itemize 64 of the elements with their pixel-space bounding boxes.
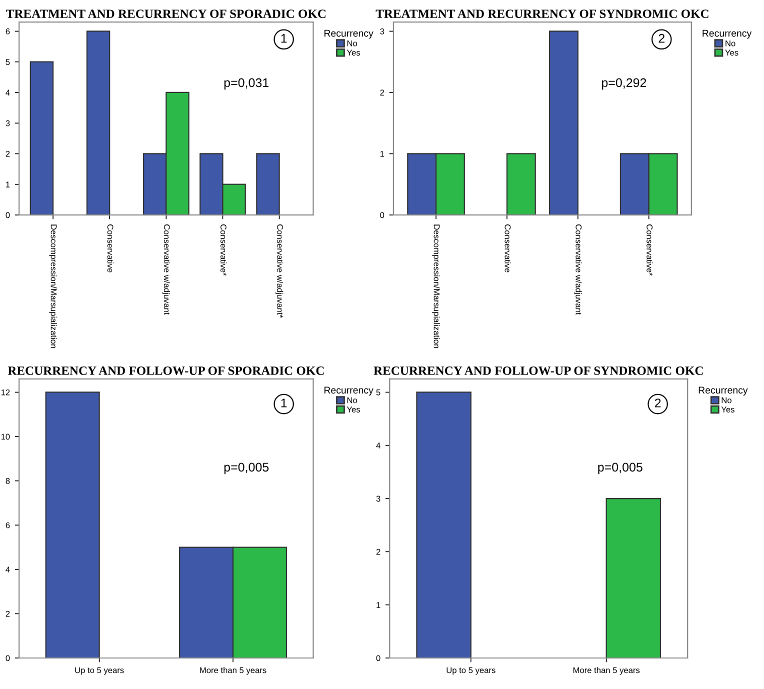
x-tick-label: Descompression/Marsupialization xyxy=(432,224,440,348)
y-tick-label: 6 xyxy=(6,28,10,34)
annotation: 2 xyxy=(654,398,661,408)
annotation: 2 xyxy=(658,34,664,43)
x-tick-label: Up to 5 years xyxy=(446,667,496,675)
y-tick-label: 1 xyxy=(380,151,384,157)
legend-label: Yes xyxy=(346,406,360,412)
chart-title: TREATMENT AND RECURRENCY OF SPORADIC OKC xyxy=(6,10,326,18)
y-tick-label: 4 xyxy=(376,442,380,448)
legend-title: Recurrency xyxy=(324,386,374,396)
x-tick-label: Conservative xyxy=(504,224,511,272)
y-tick-label: 1 xyxy=(376,602,380,608)
chart-title: RECURRENCY AND FOLLOW-UP OF SYNDROMIC OKC xyxy=(374,366,703,375)
annotation: 1 xyxy=(281,34,287,43)
y-tick-label: 2 xyxy=(6,610,10,617)
y-tick-label: 4 xyxy=(6,566,10,572)
y-tick-label: 12 xyxy=(1,389,10,396)
legend-label: Yes xyxy=(346,50,360,56)
x-tick-label: Up to 5 years xyxy=(75,667,124,675)
y-tick-label: 0 xyxy=(380,212,384,218)
legend-title: Recurrency xyxy=(702,30,752,39)
legend-label: No xyxy=(726,40,736,46)
x-tick-label: Conservative w/adjuvant xyxy=(574,224,582,315)
legend-title: Recurrency xyxy=(324,30,374,39)
legend-label: Yes xyxy=(721,406,734,412)
chart-title: RECURRENCY AND FOLLOW-UP OF SPORADIC OKC xyxy=(8,366,324,375)
y-tick-label: 6 xyxy=(6,522,10,528)
annotation: p=0,292 xyxy=(602,78,646,90)
bar xyxy=(30,61,54,215)
x-tick-label: More than 5 years xyxy=(573,667,640,675)
y-tick-label: 3 xyxy=(6,120,10,126)
annotation: p=0,031 xyxy=(224,78,269,90)
annotation: p=0,005 xyxy=(224,462,269,474)
legend-title: Recurrency xyxy=(698,386,748,396)
y-tick-label: 5 xyxy=(6,59,10,65)
y-tick-label: 0 xyxy=(6,655,10,662)
x-tick-label: More than 5 years xyxy=(200,667,266,675)
legend-label: No xyxy=(347,397,358,404)
bar xyxy=(256,153,280,215)
legend-label: No xyxy=(722,397,732,404)
y-tick-label: 4 xyxy=(6,90,10,96)
y-tick-label: 10 xyxy=(1,434,10,440)
y-tick-label: 2 xyxy=(376,548,380,555)
y-tick-label: 2 xyxy=(380,90,384,96)
annotation: p=0,005 xyxy=(598,462,642,474)
y-tick-label: 2 xyxy=(6,150,10,157)
y-tick-label: 8 xyxy=(6,478,10,484)
chart-title: TREATMENT AND RECURRENCY OF SYNDROMIC OKC xyxy=(376,10,708,18)
x-tick-label: Conservative w/adjuvant xyxy=(162,224,170,315)
x-tick-label: Descompression/Marsupialization xyxy=(49,224,57,348)
y-tick-label: 3 xyxy=(380,28,384,34)
y-tick-label: 0 xyxy=(376,655,380,662)
annotation: 1 xyxy=(281,398,287,408)
x-tick-label: Conservative* xyxy=(646,224,653,276)
y-tick-label: 0 xyxy=(6,212,10,218)
x-tick-label: Conservative w/adjuvant* xyxy=(275,224,284,318)
legend-label: No xyxy=(347,40,358,46)
x-tick-label: Conservative* xyxy=(220,224,227,276)
y-tick-label: 5 xyxy=(376,390,380,396)
legend-label: Yes xyxy=(725,50,738,56)
y-tick-label: 1 xyxy=(6,182,10,188)
bar xyxy=(86,30,110,215)
y-tick-label: 3 xyxy=(376,496,380,502)
x-tick-label: Conservative xyxy=(107,224,114,272)
